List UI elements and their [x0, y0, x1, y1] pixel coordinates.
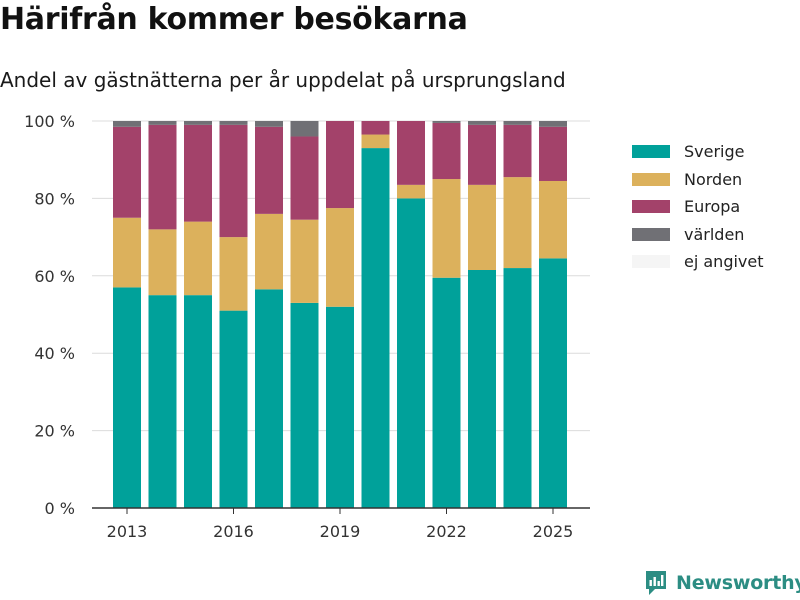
bar-segment: [326, 208, 354, 307]
bar-segment: [539, 258, 567, 508]
bar-segment: [219, 237, 248, 311]
bar-segment: [432, 122, 461, 180]
legend-swatch: [632, 200, 670, 214]
x-tick-label: 2025: [533, 522, 574, 541]
legend-item: världen: [632, 221, 764, 249]
bar-segment: [148, 121, 177, 125]
bar-segment: [432, 179, 461, 278]
newsworthy-logo-icon: [646, 571, 666, 595]
x-tick-label: 2013: [107, 522, 148, 541]
x-tick-label: 2022: [426, 522, 467, 541]
bar-segment: [113, 126, 141, 218]
bar-segment: [255, 126, 283, 214]
bar-segment: [219, 124, 248, 238]
legend-label: Europa: [684, 197, 741, 217]
legend-swatch: [632, 145, 670, 159]
bar-segment: [468, 184, 496, 270]
bar-segment: [539, 180, 567, 259]
bar-segment: [503, 268, 532, 508]
bar-segment: [468, 269, 496, 508]
bar-segment: [397, 198, 425, 508]
bar-segment: [113, 287, 141, 508]
bar-segment: [255, 213, 283, 290]
bar-segment: [326, 306, 354, 508]
bar-segment: [184, 295, 212, 508]
bar-segment: [468, 121, 496, 125]
legend-item: Europa: [632, 193, 764, 221]
bar-segment: [539, 121, 567, 127]
y-tick-label: 100 %: [24, 112, 75, 131]
bar-segment: [255, 289, 283, 508]
bar-segment: [468, 124, 496, 185]
y-tick-label: 80 %: [34, 189, 75, 208]
bar-segment: [148, 124, 177, 230]
legend-swatch: [632, 255, 670, 269]
y-tick-label: 60 %: [34, 267, 75, 286]
legend-label: världen: [684, 224, 745, 244]
bar-segment: [290, 136, 319, 220]
bar-segment: [255, 121, 283, 127]
x-tick-label: 2019: [320, 522, 361, 541]
y-tick-label: 40 %: [34, 344, 75, 363]
legend-item: ej angivet: [632, 248, 764, 276]
bar-segment: [432, 121, 461, 123]
bar-segment: [148, 229, 177, 296]
x-tick-label: 2016: [213, 522, 254, 541]
legend-label: ej angivet: [684, 252, 764, 272]
bar-segment: [361, 121, 390, 135]
chart-subtitle: Andel av gästnätterna per år uppdelat på…: [0, 68, 566, 92]
bar-segment: [503, 177, 532, 269]
bar-segment: [361, 148, 390, 508]
bar-segment: [184, 221, 212, 296]
bar-segment: [361, 134, 390, 149]
bar-segment: [432, 277, 461, 508]
legend-item: Sverige: [632, 138, 764, 166]
bar-segment: [219, 121, 248, 125]
bar-segment: [397, 184, 425, 199]
legend-swatch: [632, 227, 670, 241]
bar-segment: [184, 121, 212, 125]
legend-swatch: [632, 172, 670, 186]
bar-segment: [539, 126, 567, 181]
bar-segment: [503, 124, 532, 178]
bar-segment: [290, 121, 319, 137]
bar-segment: [113, 121, 141, 127]
bar-segment: [113, 217, 141, 288]
bar-segment: [290, 219, 319, 303]
y-tick-label: 20 %: [34, 422, 75, 441]
bar-segment: [397, 121, 425, 185]
bar-segment: [290, 302, 319, 508]
brand-name: Newsworthy: [676, 572, 800, 594]
legend-item: Norden: [632, 166, 764, 194]
legend-label: Sverige: [684, 142, 745, 162]
bar-segment: [219, 310, 248, 508]
bar-segment: [184, 124, 212, 222]
brand-logo: Newsworthy: [644, 569, 800, 597]
chart-legend: Sverige Norden Europa världen ej angivet: [632, 138, 764, 276]
legend-label: Norden: [684, 169, 743, 189]
chart-title: Härifrån kommer besökarna: [0, 2, 468, 37]
bar-segment: [148, 295, 177, 508]
y-tick-label: 0 %: [45, 499, 75, 518]
bar-segment: [503, 121, 532, 125]
bar-segment: [326, 121, 354, 209]
